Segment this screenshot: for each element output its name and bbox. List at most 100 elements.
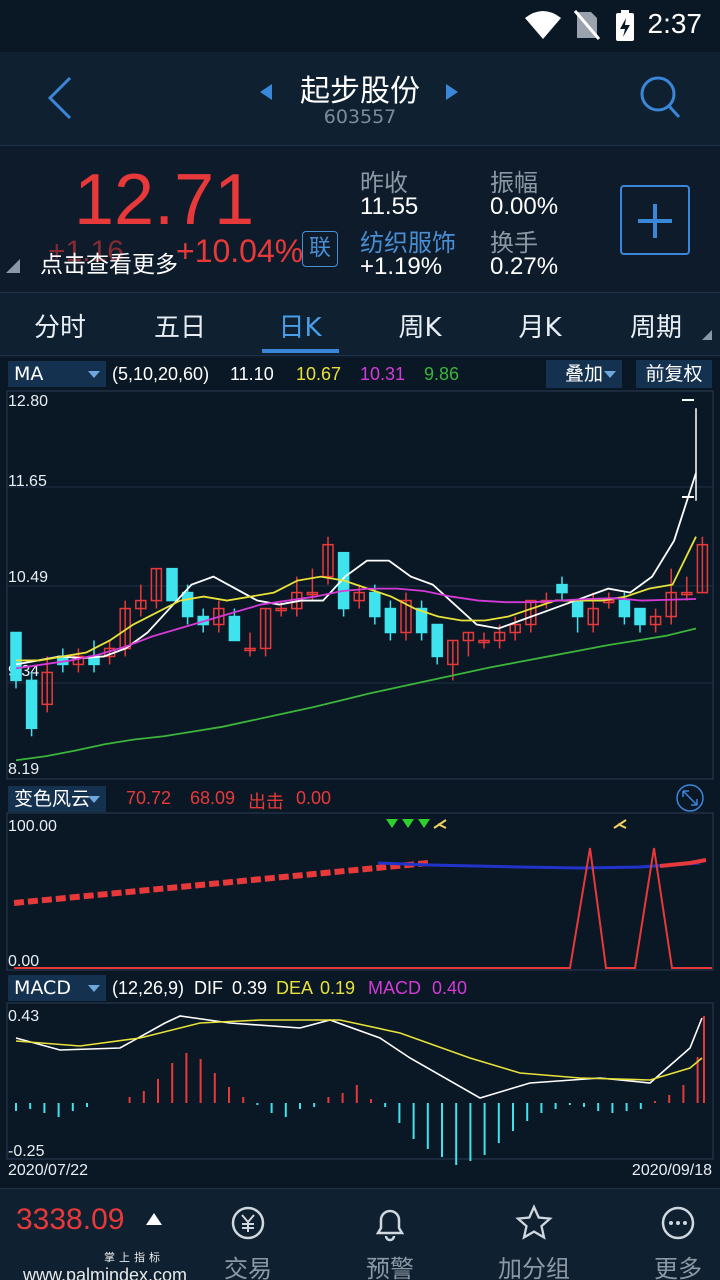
bell-icon [375, 1209, 405, 1242]
linked-button[interactable]: 联 [302, 231, 338, 267]
indicator-frame [6, 812, 714, 971]
macd-label: MACD [368, 978, 421, 998]
candle-body [447, 639, 459, 666]
macd-selector[interactable]: MACD [8, 975, 106, 1001]
macd-axis-bottom: -0.25 [8, 1143, 45, 1160]
previous-stock-icon[interactable] [258, 82, 274, 102]
candle-body [556, 583, 568, 594]
candle-body [415, 607, 428, 634]
back-arrow-icon[interactable] [42, 74, 78, 122]
star-icon [515, 1204, 553, 1240]
indicator-selector[interactable]: 变色风云 [8, 786, 106, 812]
indicator-axis-bottom: 0.00 [8, 953, 39, 970]
tab-period[interactable]: 周期 [606, 307, 712, 344]
ma60-value: 9.86 [424, 364, 460, 384]
candle-body [353, 591, 365, 602]
tab-daily-k[interactable]: 日K [278, 313, 322, 343]
amplitude-label: 振幅 [490, 170, 538, 197]
indicator-v1: 70.72 [126, 788, 172, 808]
candle-body [665, 591, 677, 618]
candle-body [228, 615, 241, 642]
macd-value: 0.40 [432, 978, 468, 998]
amplitude-value: 0.00% [490, 193, 559, 220]
price-change: +1.16 [48, 235, 124, 268]
dea-label: DEA [276, 978, 314, 998]
indicator-red-line [659, 858, 707, 868]
ma-params: (5,10,20,60) [112, 364, 210, 384]
last-price: 12.71 [74, 160, 255, 240]
signal-arrow-icon [386, 819, 398, 828]
nav-more[interactable]: 更多 [606, 1189, 720, 1280]
candle-body [275, 607, 287, 612]
ma20-value: 10.31 [360, 364, 406, 384]
candle-body [10, 631, 22, 682]
candle-body [493, 631, 506, 642]
indicator-v3-label: 出击 [248, 792, 284, 812]
next-stock-icon[interactable] [444, 82, 460, 102]
price-axis-label: 8.19 [8, 761, 39, 778]
candle-body [603, 599, 615, 604]
view-more-tip[interactable]: 点击查看更多 [40, 252, 178, 278]
adjust-button[interactable]: 前复权 [636, 360, 712, 388]
date-start-label: 2020/07/22 [8, 1162, 88, 1179]
ma10-value: 10.67 [296, 364, 342, 384]
price-axis-label: 11.65 [8, 473, 47, 490]
indicator-blue-line [377, 861, 701, 870]
dif-label: DIF [194, 978, 223, 998]
stock-header: 起步股份 603557 [0, 52, 720, 146]
candle-body [369, 591, 381, 618]
prev-close-value: 11.55 [360, 193, 419, 220]
candle-body [696, 543, 709, 594]
macd-params: (12,26,9) [112, 978, 185, 998]
quote-panel[interactable]: 12.71 +1.16 +10.04% 点击查看更多 联 昨收 11.55 纺织… [0, 147, 720, 292]
candle-body [681, 591, 693, 596]
nav-alert-label: 预警 [366, 1255, 414, 1280]
date-end-label: 2020/09/18 [632, 1162, 712, 1179]
active-tab-indicator [262, 349, 339, 353]
status-bar: 2:37 [0, 0, 720, 52]
candle-body [525, 599, 537, 626]
candlestick-chart[interactable]: 12.8011.6510.499.348.19100.000.000.43-0.… [0, 358, 720, 1188]
period-dropdown-icon [702, 330, 712, 340]
tab-weekly-k[interactable]: 周K [398, 313, 442, 343]
candle-body [618, 599, 631, 618]
signal-arrow-icon [402, 819, 414, 828]
chart-area[interactable]: 12.80 11.65 10.49 9.34 8.19 100.00 0.00 0.43 -0.… [0, 358, 720, 1188]
tab-monthly-k[interactable]: 月K [518, 313, 562, 343]
ma60-line [15, 627, 697, 762]
expand-corner-icon [6, 259, 20, 273]
indicator-red-line [13, 860, 429, 906]
candle-body [478, 639, 490, 644]
signal-figure-icon [613, 819, 627, 829]
stock-code: 603557 [323, 106, 397, 128]
tab-five-day[interactable]: 五日 [153, 313, 206, 343]
candle-body [322, 543, 334, 578]
clock: 2:37 [647, 8, 703, 39]
price-axis-label: 10.49 [8, 569, 48, 586]
nav-alert[interactable]: 预警 [318, 1189, 462, 1280]
period-tabs: 分时 五日 日K 周K 月K 周期 [0, 292, 720, 356]
candle-body [259, 607, 272, 650]
stock-name: 起步股份 [300, 74, 420, 109]
market-index-item[interactable]: 3338.09 掌上指标 www.palmindex.com [0, 1189, 200, 1280]
tab-intraday[interactable]: 分时 [33, 313, 86, 343]
nav-add-group[interactable]: 加分组 [462, 1189, 606, 1280]
overlay-button[interactable]: 叠加 [546, 360, 622, 388]
nav-trade[interactable]: 交易 [176, 1189, 320, 1280]
dea-value: 0.19 [320, 978, 356, 998]
ma-selector[interactable]: MA [8, 361, 106, 387]
macd-frame [6, 1002, 714, 1160]
candle-body [634, 607, 646, 626]
tab-period-label: 周期 [629, 313, 682, 343]
more-icon [661, 1206, 695, 1240]
industry-link[interactable]: 纺织服饰 [360, 230, 456, 257]
expand-arrows [682, 790, 698, 806]
search-icon[interactable] [638, 74, 682, 120]
candle-body [135, 599, 147, 610]
ma10-line [16, 536, 697, 662]
candle-body [306, 591, 319, 596]
indicator-v3: 0.00 [296, 788, 332, 808]
add-watchlist-button[interactable] [620, 185, 690, 255]
indicator-v2: 68.09 [190, 788, 236, 808]
macd-axis-top: 0.43 [8, 1008, 39, 1025]
